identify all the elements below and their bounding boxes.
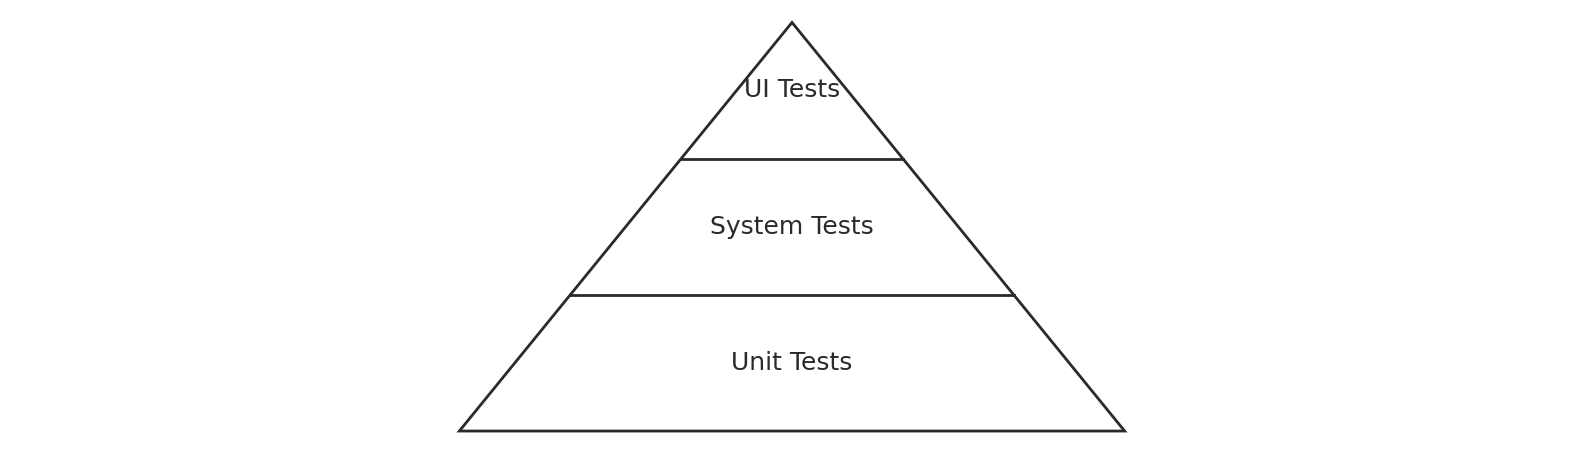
Text: Unit Tests: Unit Tests: [732, 351, 852, 375]
Text: UI Tests: UI Tests: [744, 79, 840, 102]
Polygon shape: [459, 22, 1125, 431]
Text: System Tests: System Tests: [710, 215, 874, 239]
